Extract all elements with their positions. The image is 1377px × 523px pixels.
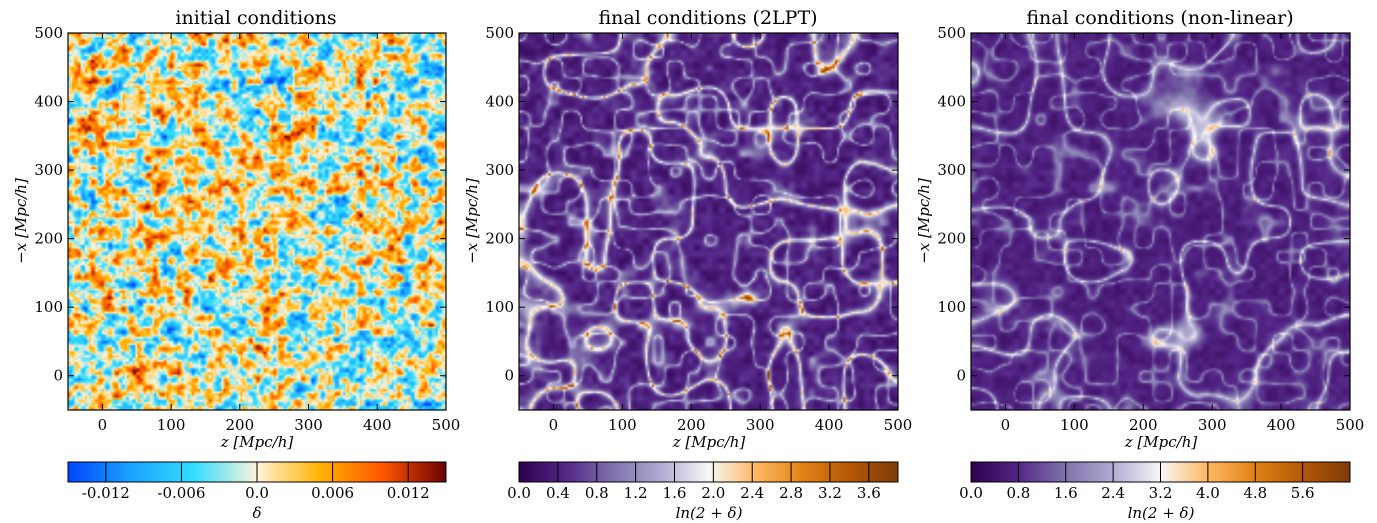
x-tick-label: 300 <box>746 416 775 434</box>
x-tick-label: 100 <box>157 416 186 434</box>
colorbar-label: δ <box>252 504 261 522</box>
colorbar-label: ln(2 + δ) <box>1128 504 1195 522</box>
colorbar-label: ln(2 + δ) <box>676 504 743 522</box>
plot-frame <box>970 32 1351 411</box>
colorbar-tick-label: 5.6 <box>1291 484 1315 502</box>
y-tick-label: 200 <box>34 230 63 248</box>
x-tick-label: 0 <box>98 416 108 434</box>
colorbar-tick-label: 0.4 <box>546 484 570 502</box>
y-axis-label: −x [Mpc/h] <box>463 178 481 264</box>
density-field-image <box>68 33 446 410</box>
colorbar-tick-label: 0.006 <box>311 484 354 502</box>
y-tick-label: 0 <box>504 367 514 385</box>
colorbar-tick-label: 2.4 <box>740 484 764 502</box>
colorbar-tick-label: 0.8 <box>585 484 609 502</box>
x-tick-label: 0 <box>549 416 559 434</box>
colorbar-tick-label: 4.0 <box>1196 484 1220 502</box>
x-tick-label: 100 <box>608 416 637 434</box>
y-tick-label: 500 <box>485 24 514 42</box>
colorbar-ticks: 0.0 0.4 0.8 1.2 1.6 2.0 2.4 2.8 3.2 3.6 <box>507 462 881 502</box>
colorbar: -0.012 -0.006 0.0 0.006 0.012 δ <box>67 461 447 522</box>
x-tick-label: 100 <box>1060 416 1089 434</box>
heatmap <box>518 32 899 411</box>
colorbar-tick-label: 1.6 <box>1054 484 1078 502</box>
colorbar-tick-label: 4.8 <box>1243 484 1267 502</box>
plot-frame <box>67 32 447 411</box>
x-tick-label: 300 <box>294 416 323 434</box>
panel-title: final conditions (2LPT) <box>598 7 817 29</box>
colorbar-tick-label: 3.2 <box>818 484 842 502</box>
x-tick-label: 200 <box>225 416 254 434</box>
y-tick-label: 300 <box>937 161 966 179</box>
y-tick-label: 200 <box>485 230 514 248</box>
colorbar-tick-label: 0.0 <box>507 484 531 502</box>
panel-final-2lpt: final conditions (2LPT) 0 100 200 300 400 500… <box>463 7 912 522</box>
panel-final-nonlinear: final conditions (non-linear) 0 100 200 300… <box>915 7 1364 522</box>
colorbar-tick-label: 2.4 <box>1101 484 1125 502</box>
density-field-image <box>971 33 1350 410</box>
x-tick-label: 300 <box>1198 416 1227 434</box>
x-tick-label: 400 <box>815 416 844 434</box>
colorbar-tick-label: 0.8 <box>1006 484 1030 502</box>
colorbar-tick-label: -0.006 <box>157 484 205 502</box>
x-tick-label: 400 <box>1267 416 1296 434</box>
y-tick-label: 400 <box>34 93 63 111</box>
x-tick-label: 200 <box>677 416 706 434</box>
y-tick-label: 400 <box>937 93 966 111</box>
x-tick-label: 500 <box>1336 416 1365 434</box>
x-tick-label: 400 <box>363 416 392 434</box>
colorbar-tick-label: 2.8 <box>779 484 803 502</box>
x-tick-label: 200 <box>1129 416 1158 434</box>
x-tick-label: 0 <box>1001 416 1011 434</box>
y-tick-label: 100 <box>937 298 966 316</box>
y-axis-label: −x [Mpc/h] <box>12 178 30 264</box>
colorbar-tick-label: 0.0 <box>245 484 269 502</box>
y-tick-label: 0 <box>53 367 63 385</box>
x-axis-label: z [Mpc/h] <box>220 433 294 451</box>
colorbar-tick-label: 1.2 <box>624 484 648 502</box>
y-tick-label: 100 <box>34 298 63 316</box>
colorbar: 0.0 0.4 0.8 1.2 1.6 2.0 2.4 2.8 3.2 3.6 ln(2 + δ) <box>507 461 899 522</box>
heatmap <box>67 32 447 411</box>
colorbar-ticks: 0.0 0.8 1.6 2.4 3.2 4.0 4.8 5.6 <box>959 462 1315 502</box>
colorbar-tick-label: 1.6 <box>663 484 687 502</box>
colorbar-ticks: -0.012 -0.006 0.0 0.006 0.012 <box>82 462 430 502</box>
heatmap <box>970 32 1351 411</box>
panel-initial-conditions: initial conditions 0 100 200 300 400 500 0 100 2… <box>12 7 460 522</box>
x-tick-label: 500 <box>432 416 461 434</box>
colorbar-tick-label: 0.012 <box>387 484 430 502</box>
axes: 0 100 200 300 400 500 0 100 200 300 400 500 <box>937 24 1364 434</box>
panel-title: final conditions (non-linear) <box>1026 7 1293 29</box>
y-tick-label: 100 <box>485 298 514 316</box>
y-axis-label: −x [Mpc/h] <box>915 178 933 264</box>
colorbar-gradient <box>518 461 899 483</box>
y-tick-label: 300 <box>485 161 514 179</box>
x-axis-label: z [Mpc/h] <box>672 433 746 451</box>
panel-title: initial conditions <box>175 7 336 29</box>
y-tick-label: 300 <box>34 161 63 179</box>
axes: 0 100 200 300 400 500 0 100 200 300 400 500 <box>485 24 912 434</box>
colorbar-tick-label: 3.6 <box>857 484 881 502</box>
y-tick-label: 200 <box>937 230 966 248</box>
y-tick-label: 500 <box>937 24 966 42</box>
colorbar-tick-label: 2.0 <box>701 484 725 502</box>
y-tick-label: 400 <box>485 93 514 111</box>
colorbar-tick-label: 0.0 <box>959 484 983 502</box>
plot-frame <box>518 32 899 411</box>
density-field-image <box>519 33 898 410</box>
x-tick-label: 500 <box>884 416 913 434</box>
y-tick-label: 500 <box>34 24 63 42</box>
x-axis-label: z [Mpc/h] <box>1124 433 1198 451</box>
y-tick-label: 0 <box>956 367 966 385</box>
colorbar: 0.0 0.8 1.6 2.4 3.2 4.0 4.8 5.6 ln(2 + δ) <box>959 461 1351 522</box>
axes: 0 100 200 300 400 500 0 100 200 300 400 500 <box>34 24 460 434</box>
colorbar-tick-label: -0.012 <box>82 484 130 502</box>
colorbar-tick-label: 3.2 <box>1149 484 1173 502</box>
